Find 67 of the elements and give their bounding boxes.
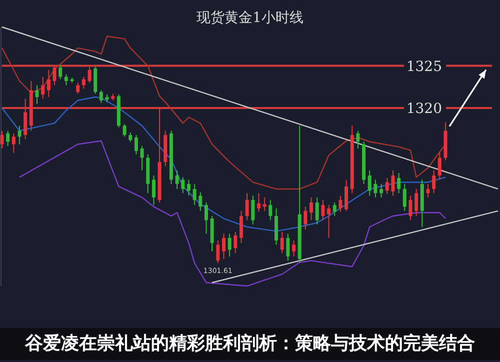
candlestick	[175, 170, 179, 190]
candlestick	[356, 130, 360, 149]
candlestick	[402, 183, 406, 212]
candlestick	[245, 192, 249, 221]
text: 谷爱凌在崇礼站的精彩胜利剖析：策略与技术的完美结合	[24, 333, 475, 354]
candlestick	[408, 195, 412, 221]
candlestick	[76, 82, 80, 94]
y-tick-label: 1325	[406, 58, 442, 75]
candlestick	[426, 183, 430, 198]
candlestick	[268, 199, 272, 221]
candlestick	[257, 192, 261, 212]
candlestick	[122, 124, 126, 138]
candlestick	[12, 132, 16, 154]
candlestick	[152, 174, 156, 206]
candlestick	[385, 178, 389, 195]
candlestick	[432, 170, 436, 194]
candlestick	[262, 196, 266, 212]
candlestick	[374, 179, 378, 198]
candlestick	[186, 179, 190, 196]
y-tick-label: 1320	[406, 100, 442, 117]
candlestick	[321, 199, 325, 221]
candlestick	[41, 76, 45, 100]
candlestick	[344, 179, 348, 212]
candlestick	[64, 74, 68, 86]
candlestick	[222, 233, 226, 260]
candlestick	[181, 176, 185, 194]
candlestick	[368, 170, 372, 196]
candlestick	[35, 84, 39, 104]
candlestick	[204, 202, 208, 234]
chart-title: 现货黄金1小时线	[196, 10, 304, 26]
line-series	[18, 140, 446, 287]
candlestick	[58, 64, 62, 80]
candlestick	[94, 66, 98, 94]
candlestick	[99, 90, 103, 104]
candlestick	[198, 192, 202, 212]
candlestick	[397, 172, 401, 194]
candlestick	[216, 240, 220, 264]
candlestick	[239, 210, 243, 244]
candlestick	[82, 76, 86, 90]
candlestick	[327, 204, 331, 238]
candlestick	[332, 202, 336, 216]
candlestick	[438, 152, 442, 180]
candlestick	[6, 130, 10, 146]
candlestick	[234, 232, 238, 254]
candlestick	[52, 64, 56, 86]
candlestick	[228, 233, 232, 257]
line-series	[1, 36, 446, 190]
candlestick	[414, 188, 418, 216]
candlestick	[310, 196, 314, 221]
candlestick	[18, 125, 22, 145]
candlestick	[286, 233, 290, 262]
candlestick	[391, 170, 395, 196]
candlestick	[88, 66, 92, 84]
candlestick	[128, 132, 132, 142]
candlestick	[192, 183, 196, 206]
candlestick	[0, 130, 4, 149]
candlestick	[46, 70, 50, 98]
candlestick	[338, 195, 342, 212]
candlestick	[251, 195, 255, 225]
candlestick	[24, 98, 28, 140]
candlestick	[280, 232, 284, 254]
candlestick	[292, 240, 296, 257]
candlestick	[140, 145, 144, 171]
candlestick	[304, 206, 308, 230]
candlestick	[315, 196, 319, 225]
candlestick	[134, 134, 138, 155]
candlestick	[380, 183, 384, 198]
